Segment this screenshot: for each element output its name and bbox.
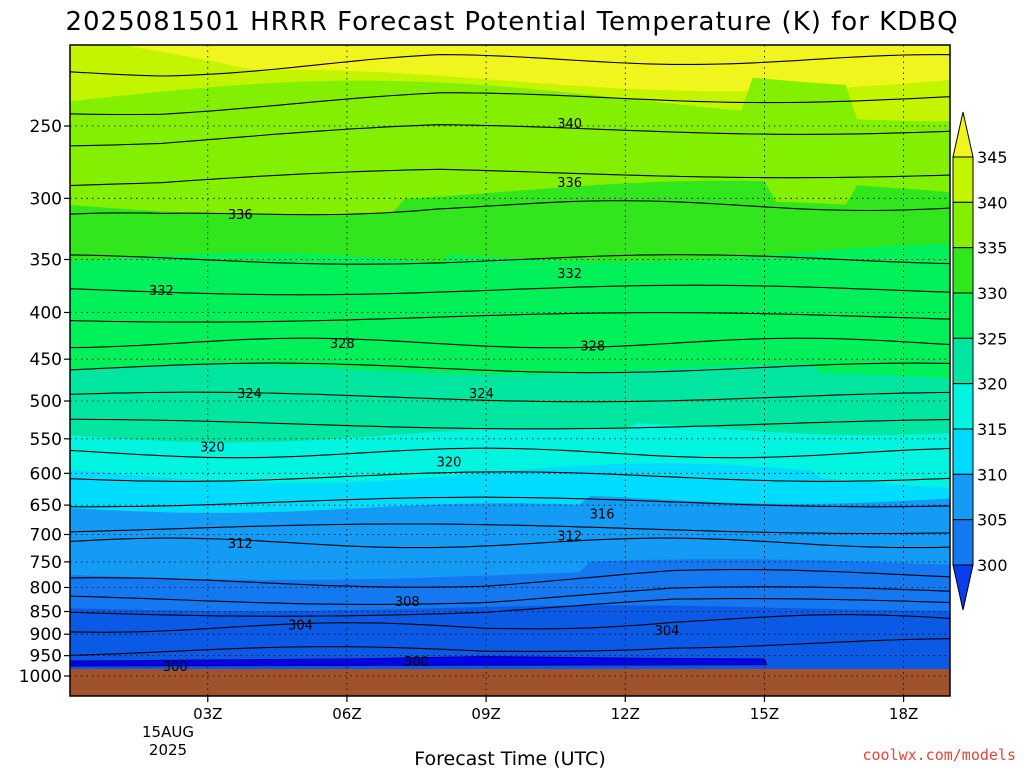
contour-322 — [70, 418, 950, 430]
pocket-below-300 — [70, 655, 768, 667]
contour-314 — [70, 523, 950, 535]
credit-text: coolwx.com/models — [862, 746, 1016, 764]
colorbar-tick-label: 320 — [977, 375, 1008, 394]
y-tick-label: 550 — [30, 430, 62, 450]
low-theta-pocket — [70, 655, 768, 667]
y-tick-label: 500 — [30, 392, 62, 412]
colorbar-tick-label: 305 — [977, 511, 1008, 530]
colorbar: 345 340 335 330 325 320 315 310 305 300 — [952, 111, 1008, 611]
contour-344 — [70, 54, 950, 77]
date-label-year: 2025 — [149, 741, 187, 759]
contour-label: 312 — [557, 530, 582, 545]
colorbar-tick-label: 340 — [977, 193, 1008, 212]
colorbar-segment — [952, 383, 974, 430]
contour-338 — [70, 168, 950, 187]
y-tick-label: 300 — [30, 189, 62, 209]
contour-312 — [70, 537, 950, 549]
contour-label: 312 — [228, 537, 253, 552]
contour-label: 332 — [149, 284, 174, 299]
ground-mask — [70, 669, 950, 696]
colorbar-top-arrow — [952, 111, 974, 158]
colorbar-bottom-arrow — [952, 564, 974, 611]
contour-label: 324 — [237, 387, 262, 402]
y-tick-label: 650 — [30, 496, 62, 516]
chart-title: 2025081501 HRRR Forecast Potential Tempe… — [65, 7, 958, 37]
colorbar-tick-label: 325 — [977, 329, 1008, 348]
contour-label: 304 — [288, 618, 313, 633]
colorbar-tick-label: 330 — [977, 284, 1008, 303]
contour-336 — [70, 200, 950, 216]
y-axis: 2503003504004505005506006507007508008509… — [19, 117, 70, 687]
y-tick-label: 350 — [30, 250, 62, 270]
contour-label: 304 — [655, 624, 680, 639]
contour-label: 336 — [228, 208, 253, 223]
x-axis-title: Forecast Time (UTC) — [414, 748, 605, 768]
colorbar-tick-label: 335 — [977, 239, 1008, 258]
colorbar-segment — [952, 519, 974, 566]
contour-label: 320 — [200, 441, 225, 456]
contour-label: 300 — [404, 655, 429, 670]
y-tick-label: 700 — [30, 525, 62, 545]
y-tick-label: 850 — [30, 603, 62, 623]
x-tick-label: 18Z — [889, 705, 918, 723]
colorbar-segment — [952, 337, 974, 385]
x-tick-label: 03Z — [193, 705, 222, 723]
colorbar-segment — [952, 201, 974, 249]
contour-332 — [70, 284, 950, 296]
y-tick-label: 950 — [30, 647, 62, 667]
x-tick-label: 06Z — [332, 705, 361, 723]
contour-label: 300 — [163, 660, 188, 675]
contour-316 — [70, 496, 950, 508]
contour-318 — [70, 471, 950, 482]
plot-frame — [69, 44, 951, 697]
y-tick-label: 600 — [30, 464, 62, 484]
contour-label: 336 — [557, 176, 582, 191]
contour-334 — [70, 254, 950, 265]
date-label-day: 15AUG — [142, 723, 194, 741]
colorbar-tick-label: 310 — [977, 465, 1008, 484]
x-tick-label: 15Z — [750, 705, 779, 723]
y-tick-label: 250 — [30, 117, 62, 137]
contour-label: 308 — [395, 595, 420, 610]
y-tick-label: 750 — [30, 553, 62, 573]
contour-304 — [70, 614, 950, 633]
contour-306 — [70, 598, 950, 617]
y-tick-label: 400 — [30, 303, 62, 323]
contour-326 — [70, 362, 950, 374]
colorbar-tick-label: 315 — [977, 420, 1008, 439]
x-tick-label: 12Z — [611, 705, 640, 723]
colorbar-segment — [952, 247, 974, 294]
contour-label: 324 — [469, 387, 494, 402]
contour-310 — [70, 569, 950, 588]
contour-label: 328 — [580, 340, 605, 355]
y-tick-label: 900 — [30, 625, 62, 645]
colorbar-segment — [952, 428, 974, 475]
contour-302 — [70, 638, 950, 656]
contour-324 — [70, 391, 950, 403]
contour-320 — [70, 447, 950, 459]
y-tick-label: 1000 — [19, 667, 62, 687]
contour-label: 320 — [437, 455, 462, 470]
x-axis: 03Z 06Z 09Z 12Z 15Z 18Z — [193, 696, 918, 723]
colorbar-tick-label: 345 — [977, 148, 1008, 167]
contour-labels: 340 336 336 332 332 328 328 324 324 320 320 316 312 3… — [149, 117, 679, 675]
grid-lines — [70, 45, 950, 696]
contour-label: 316 — [590, 508, 615, 523]
contour-328 — [70, 337, 950, 349]
y-tick-label: 450 — [30, 350, 62, 370]
y-tick-label: 800 — [30, 578, 62, 598]
contour-342 — [70, 92, 950, 116]
contour-330 — [70, 312, 950, 323]
colorbar-segment — [952, 156, 974, 203]
contour-label: 340 — [557, 117, 582, 132]
colorbar-segment — [952, 292, 974, 339]
contour-label: 332 — [557, 267, 582, 282]
contour-label: 328 — [330, 337, 355, 352]
colorbar-tick-label: 300 — [977, 556, 1008, 575]
x-tick-label: 09Z — [471, 705, 500, 723]
colorbar-segment — [952, 473, 974, 521]
contour-340 — [70, 124, 950, 147]
contour-lines — [70, 54, 950, 656]
